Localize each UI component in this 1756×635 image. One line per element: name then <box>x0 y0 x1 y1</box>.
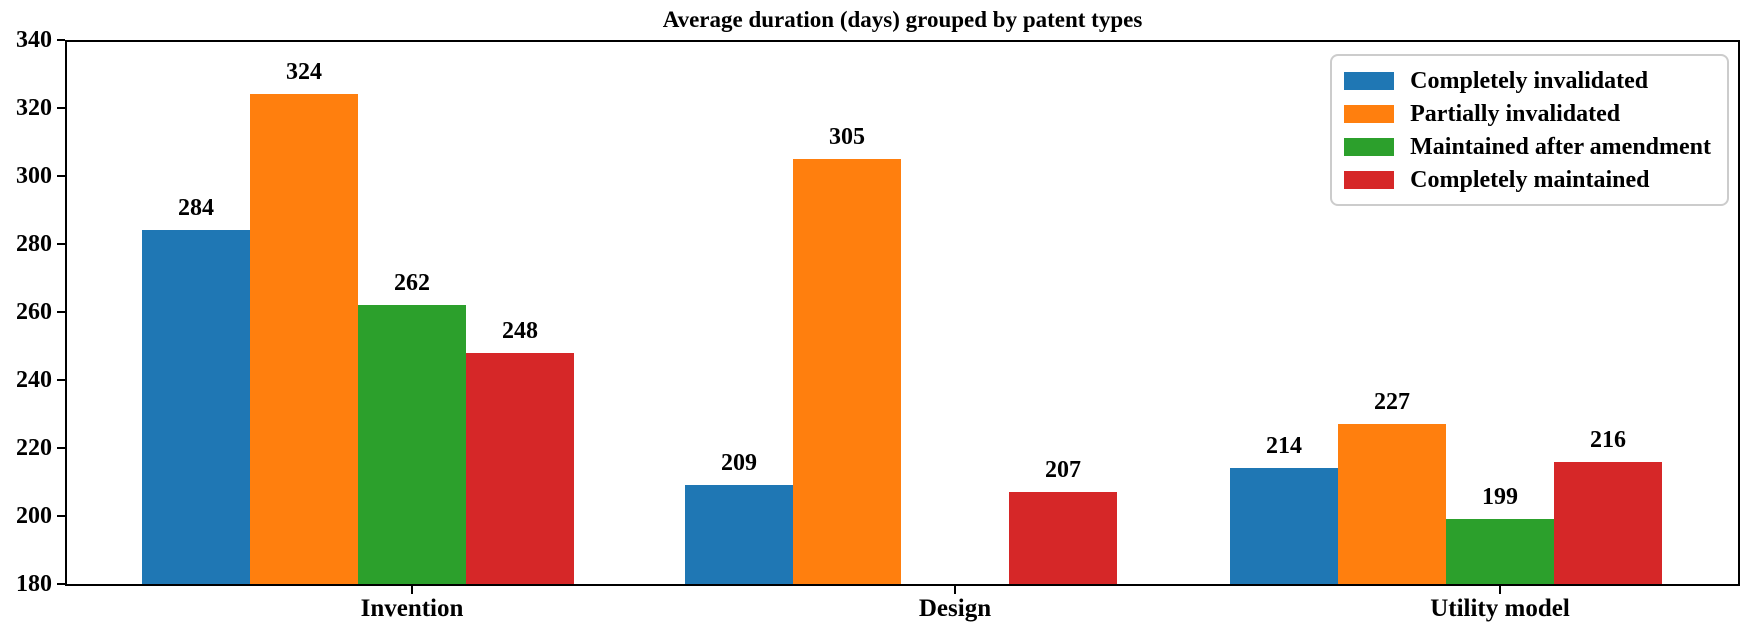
y-tickmark-300 <box>57 175 65 177</box>
x-tickmark-invention <box>411 586 413 594</box>
bar-utility-model-completely-maintained <box>1554 461 1662 584</box>
y-tick-label-260: 260 <box>16 299 52 325</box>
y-tickmark-220 <box>57 447 65 449</box>
bar-value-label-invention-completely-invalidated: 284 <box>178 195 214 222</box>
bar-value-label-design-partially-invalidated: 305 <box>829 124 865 150</box>
bar-value-label-utility-model-partially-invalidated: 227 <box>1374 389 1410 416</box>
y-tickmark-340 <box>57 39 65 41</box>
y-tick-label-300: 300 <box>16 163 52 189</box>
bar-value-label-invention-completely-maintained: 248 <box>502 317 538 344</box>
legend-label-completely-invalidated: Completely invalidated <box>1410 67 1649 94</box>
bar-utility-model-completely-invalidated <box>1230 468 1338 584</box>
x-tick-label-utility-model: Utility model <box>1430 595 1570 622</box>
bar-design-completely-maintained <box>1009 492 1117 584</box>
legend-row-maintained-after-amendment: Maintained after amendment <box>1344 130 1711 163</box>
bar-invention-maintained-after-amendment <box>358 305 466 584</box>
bar-value-label-design-completely-maintained: 207 <box>1045 457 1081 484</box>
legend-label-maintained-after-amendment: Maintained after amendment <box>1410 133 1711 160</box>
legend-row-partially-invalidated: Partially invalidated <box>1344 97 1711 130</box>
y-tickmark-200 <box>57 515 65 517</box>
bar-value-label-invention-maintained-after-amendment: 262 <box>394 270 430 297</box>
legend-row-completely-invalidated: Completely invalidated <box>1344 64 1711 97</box>
bar-design-completely-invalidated <box>685 485 793 584</box>
x-tick-label-invention: Invention <box>360 595 464 622</box>
bar-value-label-design-completely-invalidated: 209 <box>721 450 757 477</box>
bar-value-label-utility-model-completely-maintained: 216 <box>1590 426 1626 453</box>
legend: Completely invalidated Partially invalida… <box>1330 54 1729 206</box>
legend-swatch-completely-invalidated <box>1344 71 1395 90</box>
y-tick-label-240: 240 <box>16 367 52 393</box>
bar-design-partially-invalidated <box>793 159 901 584</box>
chart-title: Average duration (days) grouped by paten… <box>662 7 1143 32</box>
x-tickmark-utility-model <box>1499 586 1501 594</box>
x-tickmark-design <box>954 586 956 594</box>
legend-swatch-maintained-after-amendment <box>1344 137 1395 156</box>
y-tickmark-180 <box>57 583 65 585</box>
y-tick-label-320: 320 <box>16 95 52 121</box>
y-tickmark-280 <box>57 243 65 245</box>
bar-value-label-invention-partially-invalidated: 324 <box>286 59 322 86</box>
legend-swatch-completely-maintained <box>1344 170 1395 189</box>
legend-swatch-partially-invalidated <box>1344 104 1395 123</box>
bar-invention-completely-maintained <box>466 352 574 584</box>
legend-label-partially-invalidated: Partially invalidated <box>1410 100 1621 127</box>
y-tick-label-340: 340 <box>16 27 52 53</box>
y-tick-label-200: 200 <box>16 503 52 529</box>
bar-value-label-utility-model-completely-invalidated: 214 <box>1266 433 1302 460</box>
bar-utility-model-partially-invalidated <box>1338 424 1446 584</box>
legend-label-completely-maintained: Completely maintained <box>1410 166 1650 193</box>
x-tick-label-design: Design <box>918 595 992 622</box>
bar-invention-partially-invalidated <box>250 94 358 584</box>
y-tickmark-320 <box>57 107 65 109</box>
bar-invention-completely-invalidated <box>142 230 250 584</box>
y-tickmark-260 <box>57 311 65 313</box>
y-tick-label-180: 180 <box>16 571 52 597</box>
y-tick-label-280: 280 <box>16 231 52 257</box>
bar-utility-model-maintained-after-amendment <box>1446 519 1554 584</box>
legend-row-completely-maintained: Completely maintained <box>1344 163 1711 196</box>
y-tick-label-220: 220 <box>16 435 52 461</box>
bar-value-label-utility-model-maintained-after-amendment: 199 <box>1482 484 1518 511</box>
y-tickmark-240 <box>57 379 65 381</box>
